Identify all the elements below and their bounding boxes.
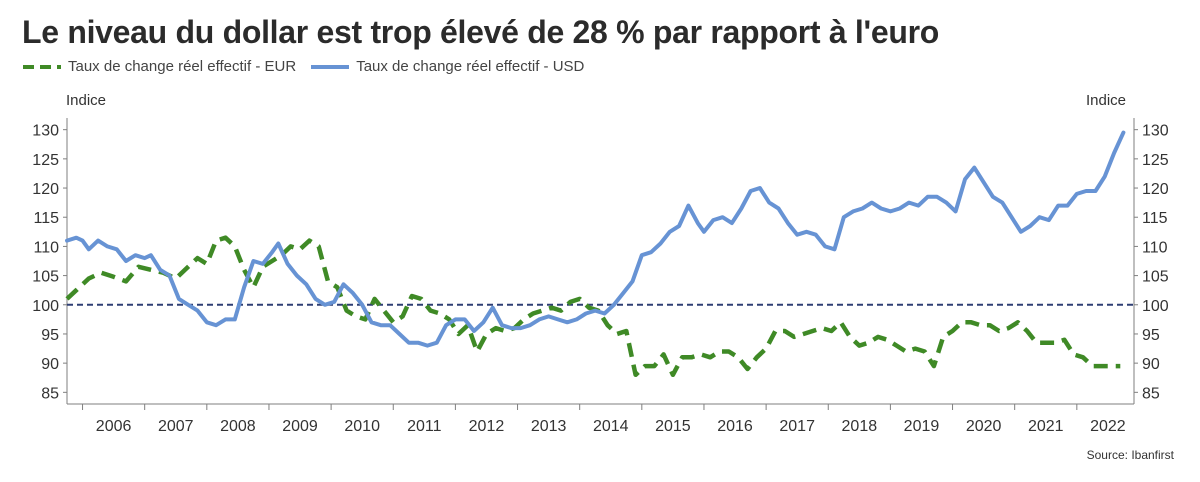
y-tick-label-right: 105	[1142, 269, 1169, 286]
x-tick-label: 2022	[1090, 418, 1126, 435]
y-tick-label-left: 130	[32, 123, 59, 140]
legend-item-usd: Taux de change réel effectif - USD	[310, 58, 584, 75]
y-tick-label-left: 105	[32, 269, 59, 286]
y-tick-label-left: 125	[32, 152, 59, 169]
y-axis-label-left: Indice	[66, 92, 107, 109]
y-tick-label-left: 120	[32, 181, 59, 198]
x-tick-label: 2006	[96, 418, 132, 435]
y-tick-label-right: 130	[1142, 123, 1169, 140]
chart-legend: Taux de change réel effectif - EUR Taux …	[22, 58, 598, 75]
series-line-eur	[65, 235, 1121, 378]
legend-label-eur: Taux de change réel effectif - EUR	[68, 58, 297, 75]
x-tick-label: 2016	[717, 418, 753, 435]
y-tick-label-left: 90	[41, 356, 59, 373]
x-tick-label: 2015	[655, 418, 691, 435]
x-tick-label: 2020	[966, 418, 1002, 435]
x-tick-label: 2008	[220, 418, 256, 435]
x-tick-label: 2021	[1028, 418, 1064, 435]
y-tick-label-right: 100	[1142, 298, 1169, 315]
series-line-usd	[65, 130, 1126, 348]
legend-swatch-usd	[311, 64, 350, 69]
chart-title: Le niveau du dollar est trop élevé de 28…	[22, 14, 939, 50]
y-tick-label-left: 85	[41, 385, 59, 402]
y-tick-label-right: 95	[1142, 327, 1160, 344]
legend-swatch-eur	[23, 64, 61, 69]
y-axis-label-right: Indice	[1086, 92, 1127, 109]
y-tick-label-right: 85	[1142, 385, 1160, 402]
y-tick-label-right: 120	[1142, 181, 1169, 198]
x-tick-label: 2011	[407, 418, 442, 435]
legend-item-eur: Taux de change réel effectif - EUR	[22, 58, 296, 75]
x-tick-label: 2014	[593, 418, 629, 435]
x-tick-label: 2013	[531, 418, 567, 435]
y-tick-label-left: 95	[41, 327, 59, 344]
y-tick-label-right: 115	[1142, 210, 1168, 227]
x-tick-label: 2018	[842, 418, 878, 435]
y-tick-label-right: 125	[1142, 152, 1169, 169]
y-tick-label-right: 90	[1142, 356, 1160, 373]
y-tick-label-left: 100	[32, 298, 59, 315]
y-tick-label-left: 115	[33, 210, 59, 227]
legend-label-usd: Taux de change réel effectif - USD	[356, 58, 585, 75]
x-tick-label: 2010	[344, 418, 380, 435]
y-tick-label-left: 110	[33, 239, 59, 256]
x-tick-label: 2009	[282, 418, 318, 435]
x-tick-label: 2019	[904, 418, 940, 435]
x-tick-label: 2017	[779, 418, 815, 435]
y-tick-label-right: 110	[1142, 239, 1168, 256]
source-note: Source: Ibanfirst	[1086, 448, 1174, 462]
x-tick-label: 2012	[469, 418, 505, 435]
x-tick-label: 2007	[158, 418, 194, 435]
